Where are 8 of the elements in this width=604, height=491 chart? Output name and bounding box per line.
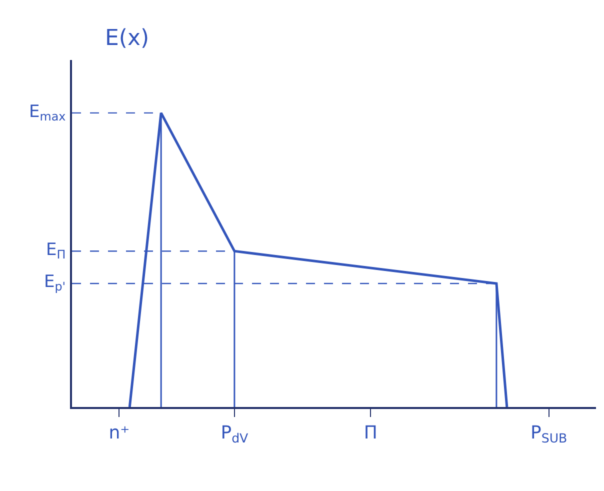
- y-axis-title: E(x): [105, 26, 150, 51]
- x-tick-label: n⁺: [108, 422, 130, 444]
- ref-line-label: E$_{Π}$: [46, 240, 66, 262]
- x-tick-label: Π: [364, 422, 378, 444]
- ref-line-label: E$_{max}$: [29, 102, 66, 124]
- x-tick-label: P$_{SUB}$: [530, 422, 568, 446]
- ref-line-label: E$_{p'}$: [44, 272, 66, 294]
- x-tick-label: P$_{dV}$: [220, 422, 249, 446]
